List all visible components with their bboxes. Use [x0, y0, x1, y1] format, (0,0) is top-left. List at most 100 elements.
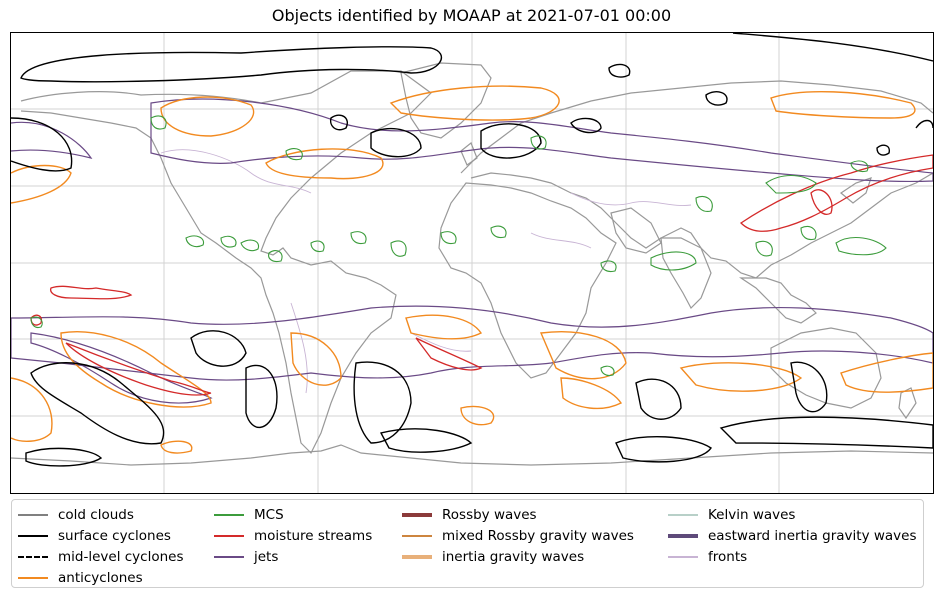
coastline-arabia [610, 207, 662, 254]
cyclone-contour [635, 378, 682, 420]
cyclone-contour [615, 436, 712, 463]
legend-column-4: Kelvin waves eastward inertia gravity wa… [666, 504, 917, 567]
cyclone-contour [370, 127, 422, 158]
map-title: Objects identified by MOAAP at 2021-07-0… [271, 6, 672, 25]
gridlines [11, 33, 933, 493]
legend-item-inertia-gravity-waves: inertia gravity waves [400, 546, 634, 567]
mcs-contour [600, 365, 615, 377]
cyclone-contour [608, 63, 631, 78]
legend-label: fronts [708, 548, 748, 565]
coastline-new-zealand [898, 387, 917, 420]
legend-swatch-cold-clouds [18, 513, 48, 516]
cyclone-contour [876, 144, 891, 156]
moisture-stream-contour [810, 189, 833, 215]
legend-swatch-inertia-gravity-waves [402, 554, 432, 559]
front-contour [160, 149, 312, 194]
coastline-southeast-asia [739, 277, 817, 324]
map-canvas [11, 33, 933, 493]
moisture-streams [30, 154, 933, 396]
mcs-contour [490, 225, 507, 239]
anticyclone-contour [560, 377, 623, 410]
anticyclone-contour [460, 405, 495, 426]
mcs-contour [240, 239, 260, 252]
mcs-contour [350, 231, 367, 245]
anticyclone-contour [290, 332, 342, 386]
anticyclone-contour [405, 314, 483, 340]
anticyclone-contour [389, 85, 560, 121]
moisture-stream-contour [415, 337, 483, 371]
front-contour [570, 192, 692, 207]
coastline-uk [460, 142, 478, 166]
coastline-australia [770, 327, 882, 409]
legend-label: Kelvin waves [708, 506, 796, 523]
front-contour [530, 232, 592, 249]
mcs-contour [440, 231, 457, 245]
coastline-north-america [20, 70, 432, 455]
legend-label: cold clouds [58, 506, 134, 523]
mcs-contour [835, 237, 887, 256]
anticyclone-contour [160, 440, 193, 454]
cyclone-contour [190, 330, 247, 367]
coastline-japan [839, 177, 872, 204]
coastline-africa [438, 182, 617, 379]
anticyclone-contour [160, 96, 255, 137]
fronts [160, 149, 692, 394]
legend-swatch-mid-level-cyclones [18, 555, 48, 558]
jet-contour [30, 332, 213, 404]
legend-item-eastward-inertia-gravity-waves: eastward inertia gravity waves [666, 525, 917, 546]
legend-label: inertia gravity waves [442, 548, 585, 565]
legend-column-1: cold clouds surface cyclones mid-level c… [16, 504, 183, 588]
legend-swatch-jets [214, 555, 244, 558]
surface-cyclones [11, 33, 933, 467]
cyclone-contour [329, 114, 348, 131]
cyclone-contour [915, 119, 933, 129]
anticyclone-contour [840, 352, 933, 393]
mcs-contour [285, 148, 303, 161]
coastline-eurasia [460, 80, 933, 279]
cyclone-contour [20, 46, 443, 83]
mcs-contour [268, 250, 283, 263]
legend-item-moisture-streams: moisture streams [212, 525, 372, 546]
legend-item-anticyclones: anticyclones [16, 567, 183, 588]
legend-swatch-rossby-waves [402, 512, 432, 517]
anticyclone-contour [11, 377, 53, 442]
anticyclone-contour [539, 331, 627, 380]
mcs-contour [220, 235, 237, 248]
mcs-contour [310, 240, 325, 253]
cyclone-contour [480, 123, 542, 159]
legend-label: Rossby waves [442, 506, 537, 523]
mcs-contour [765, 174, 817, 194]
mcs-contour [755, 240, 773, 257]
anticyclone-contour [770, 90, 916, 119]
legend-label: MCS [254, 506, 284, 523]
cyclone-contour [379, 428, 473, 453]
legend-item-surface-cyclones: surface cyclones [16, 525, 183, 546]
legend-swatch-fronts [668, 555, 698, 558]
legend-swatch-mixed-rossby-gravity-waves [402, 534, 432, 537]
world-map [10, 32, 934, 494]
mcs-contour [390, 240, 407, 257]
anticyclone-contour [265, 148, 384, 180]
mcs-contour [185, 235, 205, 248]
mcs-contour [695, 195, 713, 212]
jet-contour [150, 98, 933, 183]
legend-column-3: Rossby waves mixed Rossby gravity waves … [400, 504, 634, 567]
mcs-contour [650, 251, 697, 271]
jet-contour [11, 121, 93, 159]
legend-swatch-eastward-inertia-gravity-waves [668, 533, 698, 538]
legend-item-cold-clouds: cold clouds [16, 504, 183, 525]
front-contour [290, 302, 308, 394]
legend-swatch-kelvin-waves [668, 513, 698, 516]
jets [11, 98, 933, 404]
cyclone-contour [353, 361, 412, 444]
jet-contour [11, 305, 933, 381]
legend-item-rossby-waves: Rossby waves [400, 504, 634, 525]
mcs-objects [30, 115, 887, 377]
legend-label: jets [254, 548, 279, 565]
cyclone-contour [719, 416, 933, 449]
cyclone-contour [25, 447, 103, 467]
legend-item-mid-level-cyclones: mid-level cyclones [16, 546, 183, 567]
moisture-stream-contour [65, 342, 212, 396]
mcs-contour [800, 225, 817, 241]
legend-item-fronts: fronts [666, 546, 917, 567]
